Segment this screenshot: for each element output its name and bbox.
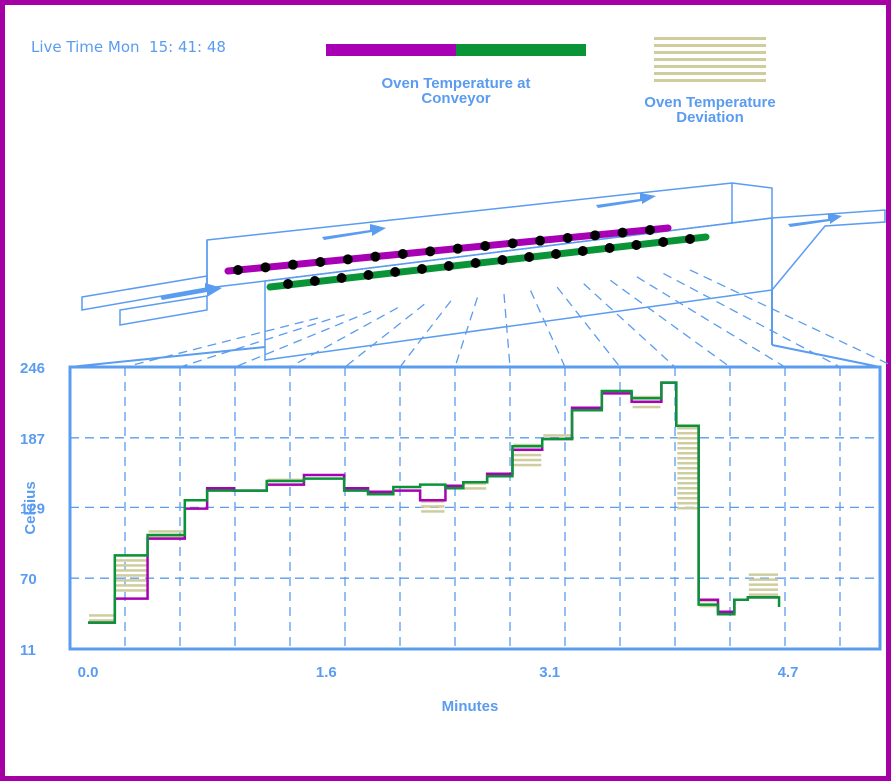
conveyor-legend-swatch-magenta <box>326 44 456 56</box>
sensor-dot <box>685 234 695 244</box>
y-tick-label: 11 <box>20 642 36 659</box>
deviation-legend-label-line1: Oven Temperature <box>644 94 776 111</box>
conveyor-legend-swatch-green <box>456 44 586 56</box>
sensor-dot <box>524 252 535 262</box>
sensor-drop-line <box>234 310 372 368</box>
projection-edge-right-diag <box>771 344 881 368</box>
sensor-dots <box>233 225 695 289</box>
deviation-band <box>115 554 147 592</box>
x-tick-label: 1.6 <box>316 664 337 681</box>
sensor-dot <box>645 225 655 235</box>
sensor-drop-line <box>689 269 891 366</box>
sensor-drop-line <box>503 293 511 368</box>
deviation-band <box>421 500 445 513</box>
sensor-dot <box>309 276 320 286</box>
deviation-legend-swatch <box>654 37 766 82</box>
sensor-dot <box>260 262 271 273</box>
sensor-drop-line <box>609 279 731 368</box>
sensor-dot <box>390 267 401 277</box>
x-tick-label: 4.7 <box>778 664 799 681</box>
live-time-readout: Live Time Mon 15: 41: 48 <box>31 38 226 56</box>
sensor-dot <box>631 240 642 250</box>
y-axis-label: Celsius <box>22 481 39 534</box>
x-axis-ticks: 0.0 1.6 3.1 4.7 <box>78 664 799 681</box>
conveyor-legend-label: Oven Temperature at Conveyor <box>346 76 566 106</box>
sensor-dot <box>425 246 436 257</box>
sensor-dot <box>590 230 601 241</box>
y-tick-label: 129 <box>20 500 45 517</box>
sensor-dot <box>562 233 573 243</box>
sensor-drop-line <box>289 307 399 368</box>
sensor-dot <box>397 249 408 259</box>
sensor-dot <box>507 238 518 249</box>
sensor-dot <box>551 249 561 259</box>
series-lines <box>88 381 781 624</box>
sensor-drop-line <box>454 297 479 368</box>
conveyor-legend-label-line1: Oven Temperature at <box>381 75 531 92</box>
y-tick-label: 246 <box>20 360 45 377</box>
deviation-band <box>677 427 698 510</box>
deviation-band <box>148 530 184 538</box>
sensor-dot <box>604 243 615 253</box>
sensor-dot <box>617 227 628 238</box>
sensor-dot <box>233 265 243 275</box>
x-tick-label: 0.0 <box>78 664 99 681</box>
sensor-dot <box>363 270 374 280</box>
deviation-legend-label-line2: Deviation <box>676 109 744 126</box>
sensor-dot <box>315 257 326 267</box>
projection-edge-left <box>69 346 266 368</box>
flow-arrow-icon <box>788 213 842 227</box>
deviation-legend-label: Oven Temperature Deviation <box>606 95 814 125</box>
series-line-green <box>88 381 781 624</box>
sensor-drop-lines <box>124 269 891 368</box>
sensor-drop-line <box>556 286 621 368</box>
y-tick-label: 70 <box>20 571 37 588</box>
conveyor-legend-label-line2: Conveyor <box>421 90 491 107</box>
sensor-dot <box>470 258 481 268</box>
sensor-drop-line <box>663 272 841 368</box>
sensor-dot <box>417 264 427 274</box>
entry-conveyor-side <box>119 295 208 326</box>
sensor-dot <box>658 237 669 247</box>
sensor-dot <box>535 235 546 246</box>
deviation-band <box>748 573 779 596</box>
grid-lines <box>70 367 880 649</box>
sensor-dot <box>497 255 508 265</box>
sensor-drop-line <box>344 303 425 368</box>
sensor-dot <box>370 251 381 262</box>
sensor-dot <box>342 254 353 265</box>
sensor-drop-line <box>179 313 345 368</box>
sensor-dot <box>443 261 454 271</box>
deviation-band <box>89 614 114 622</box>
sensor-dot <box>577 246 588 256</box>
x-tick-label: 3.1 <box>539 664 560 681</box>
y-axis-ticks: 246 187 129 70 11 <box>20 360 45 659</box>
flow-arrow-icon <box>160 283 222 300</box>
sensor-dot <box>336 273 347 283</box>
sensor-dot <box>283 279 293 289</box>
flow-arrow-icon <box>322 224 386 240</box>
y-tick-label: 187 <box>20 431 45 448</box>
sensor-dot <box>480 241 491 251</box>
sensor-drop-line <box>583 283 676 368</box>
x-axis-label: Minutes <box>442 698 499 715</box>
deviation-band <box>543 434 572 437</box>
sensor-dot <box>452 243 463 254</box>
flow-arrow-icon <box>596 193 656 208</box>
sensor-dot <box>287 259 298 270</box>
